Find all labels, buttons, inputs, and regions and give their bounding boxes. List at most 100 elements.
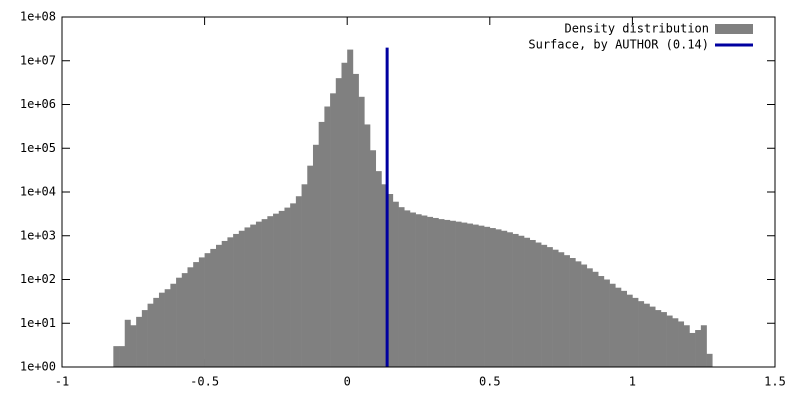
x-tick-label: 1.5 [764, 375, 786, 389]
histogram-bar [535, 242, 542, 367]
histogram-bar [176, 277, 183, 367]
histogram-bar [130, 325, 137, 367]
histogram-bar [689, 332, 696, 367]
y-tick-label: 1e+06 [20, 97, 56, 111]
histogram-bar [484, 226, 491, 367]
histogram-bar [575, 261, 582, 367]
histogram-bar [495, 229, 502, 367]
histogram-bar [678, 321, 685, 367]
histogram-bar [489, 228, 496, 367]
histogram-bar [295, 196, 302, 367]
histogram-bar [136, 316, 143, 367]
histogram-bar [603, 279, 610, 367]
histogram-bar [609, 283, 616, 367]
histogram-bar [147, 303, 154, 367]
histogram-bar [626, 294, 633, 367]
histogram-bar [273, 213, 280, 367]
histogram-bar [347, 49, 354, 368]
histogram-bar [581, 264, 588, 367]
histogram-bar [381, 184, 388, 367]
histogram-bar [541, 244, 548, 367]
histogram-bar [312, 144, 319, 367]
histogram-bar [466, 223, 473, 367]
histogram-bar [529, 239, 536, 367]
histogram-bar [449, 220, 456, 367]
histogram-bar [478, 225, 485, 367]
histogram-bar [307, 165, 314, 367]
histogram-bar [409, 212, 416, 367]
histogram-bar [255, 221, 262, 367]
histogram-bar [267, 216, 274, 367]
histogram-bar [210, 248, 217, 367]
histogram-bar [301, 184, 308, 367]
histogram-bar [706, 353, 713, 367]
histogram-bar [250, 224, 257, 367]
histogram-bar [501, 230, 508, 367]
histogram-bar [392, 201, 399, 367]
histogram-bar [364, 124, 371, 367]
histogram-bar [432, 217, 439, 367]
histogram-bar [638, 301, 645, 367]
histogram-bar [438, 219, 445, 367]
histogram-bar [655, 310, 662, 367]
y-tick-label: 1e+00 [20, 360, 56, 374]
plot-frame [61, 16, 776, 368]
histogram-bar [700, 325, 707, 367]
histogram-bar [643, 303, 650, 367]
y-tick-label: 1e+04 [20, 185, 56, 199]
histogram-bar [341, 62, 348, 367]
histogram-bar [506, 232, 513, 367]
histogram-bar [512, 233, 519, 367]
histogram-bar [221, 240, 228, 367]
histogram-bar [193, 262, 200, 367]
histogram-bar [158, 292, 165, 367]
histogram-bar [672, 318, 679, 367]
histogram-bar [113, 346, 120, 367]
histogram-bar [318, 121, 325, 367]
histogram-bar [238, 230, 245, 367]
histogram-bar [472, 224, 479, 367]
histogram-bar [592, 271, 599, 367]
histogram-bar [558, 252, 565, 367]
histogram-bar [552, 249, 559, 367]
histogram-bar [324, 106, 331, 367]
histogram-bar [187, 267, 194, 367]
histogram-bar [586, 268, 593, 367]
y-tick-label: 1e+02 [20, 272, 56, 286]
histogram-bar [649, 306, 656, 367]
histogram-bar [632, 297, 639, 367]
histogram-bar [153, 297, 160, 367]
histogram-bar [398, 207, 405, 367]
y-tick-label: 1e+07 [20, 53, 56, 67]
histogram-bar [290, 203, 297, 367]
histogram-bar [660, 312, 667, 367]
legend-label: Surface, by AUTHOR (0.14) [528, 38, 709, 52]
histogram-bar [518, 235, 525, 367]
histogram-bar [170, 283, 177, 367]
x-tick-label: 0.5 [479, 375, 501, 389]
histogram-bar [598, 276, 605, 367]
histogram-bar [244, 227, 251, 367]
histogram-bar [461, 222, 468, 367]
y-tick-label: 1e+08 [20, 10, 56, 24]
histogram-bar [546, 247, 553, 367]
legend-swatch [715, 24, 753, 34]
x-tick-label: 1 [629, 375, 636, 389]
histogram-bar [427, 216, 434, 367]
histogram-bar [695, 330, 702, 367]
y-tick-label: 1e+01 [20, 316, 56, 330]
histogram-bar [227, 237, 234, 367]
histogram-bar [124, 319, 131, 367]
y-tick-label: 1e+03 [20, 228, 56, 242]
histogram-bar [335, 78, 342, 367]
histogram-bar [524, 237, 531, 367]
x-tick-label: -1 [55, 375, 69, 389]
histogram-bar [141, 310, 148, 367]
histogram-bar [375, 171, 382, 367]
histogram-bar [204, 253, 211, 367]
histogram-bar [370, 150, 377, 367]
histogram-bar [569, 258, 576, 367]
histogram-bar [119, 346, 126, 367]
histogram-bar [261, 219, 268, 367]
